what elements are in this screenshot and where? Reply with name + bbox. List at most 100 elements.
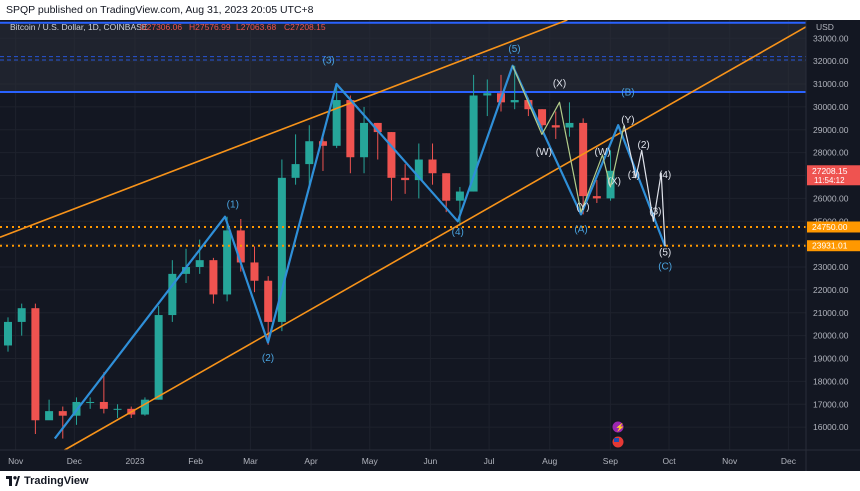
candle-body [140,399,149,415]
us-flag-canton [614,438,619,442]
price-tick-label: 28000.00 [813,148,849,158]
price-tick-label: 32000.00 [813,56,849,66]
candle-body [58,411,67,416]
wave-label: (W) [536,147,552,158]
candle-body [250,262,259,281]
price-tick-label: 23000.00 [813,262,849,272]
candle-body [86,401,95,403]
price-tick-label: 30000.00 [813,102,849,112]
time-tick-label: Dec [67,456,83,466]
ohlc-high: H27576.99 [189,22,231,32]
candle-body [414,159,423,181]
wave-label: (X) [608,177,621,188]
currency-label: USD [816,22,834,32]
candle-body [4,321,12,346]
candle-body [346,100,355,158]
candle-body [195,260,204,268]
time-tick-label: Dec [781,456,797,466]
candle-body [264,280,273,322]
drawings [0,19,807,451]
time-tick-label: Feb [188,456,203,466]
candle-body [332,100,341,146]
price-tag-label: 27208.15 [812,166,848,176]
flash-icon[interactable] [611,420,625,434]
candle-body [510,100,519,103]
time-tick-label: Mar [243,456,258,466]
price-tick-label: 25000.00 [813,216,849,226]
candle-body [182,267,191,274]
time-tick-label: Apr [304,456,317,466]
price-tick-label: 22000.00 [813,285,849,295]
ohlc-close: C27208.15 [284,22,326,32]
candle-body [360,122,369,158]
price-tick-label: 16000.00 [813,422,849,432]
wave-label: (1) [227,200,239,211]
wave-label: (2) [638,140,650,151]
candle-body [113,408,122,410]
chart-title: Bitcoin / U.S. Dollar, 1D, COINBASE [10,22,148,32]
ohlc-low: L27063.68 [236,22,276,32]
published-text: SPQP published on TradingView.com, Aug 3… [6,4,314,16]
price-tick-label: 17000.00 [813,399,849,409]
wave-label: (C) [658,261,672,272]
price-tag-bg [807,221,860,233]
projection-impulse-line [623,125,666,247]
price-tag-bg [807,240,860,252]
wave-label: (1) [628,170,640,181]
candle-body [209,260,218,295]
price-tick-label: 19000.00 [813,354,849,364]
wave-label: (A) [574,225,587,236]
candle-body [17,308,26,322]
candle-body [592,196,601,199]
wave-label: (X) [553,78,566,89]
wave-label: (W) [594,147,610,158]
wave-label: (B) [621,87,634,98]
legend: Bitcoin / U.S. Dollar, 1D, COINBASE O273… [10,22,326,32]
wave-label: (4) [452,227,464,238]
candle-body [291,164,300,178]
candle-body [469,95,478,192]
axes: 33000.00 32000.00 31000.00 30000.00 29000.00… [0,20,860,471]
price-tag-countdown: 11:54:12 [814,176,845,185]
wave-label: (5) [508,44,520,55]
wave-labels: (1) (2) (3) (4) (5) (B) (A) (C) (X) (W) (W) (Y) (Y) (… [227,44,672,364]
tradingview-logo-icon [6,476,20,486]
price-tag-label: 24750.00 [812,222,848,232]
impulse-wave-line [53,64,667,440]
time-tick-label: Oct [662,456,676,466]
ohlc-open: O27306.06 [140,22,182,32]
time-tick-label: Nov [722,456,738,466]
price-tick-label: 20000.00 [813,331,849,341]
candle-body [551,125,560,128]
chart-area[interactable]: (1) (2) (3) (4) (5) (B) (A) (C) (X) (W) (W) (Y) (Y) (… [0,19,860,471]
flash-icon-glyph: ⚡ [615,422,625,432]
price-chart[interactable]: (1) (2) (3) (4) (5) (B) (A) (C) (X) (W) (W) (Y) (Y) (… [0,19,860,471]
candle-body [305,141,314,165]
range-zone [0,21,806,94]
brand-name: TradingView [24,475,89,487]
wave-label: (3) [323,55,335,66]
candle-body [387,132,396,178]
price-tick-label: 26000.00 [813,193,849,203]
candle-body [168,273,177,316]
candle-body [579,122,588,197]
candle-body [565,122,574,128]
candle-body [483,93,492,96]
candle-body [538,109,547,126]
projection-wxy-line [512,65,625,213]
time-tick-label: Jun [424,456,438,466]
range-zone-fill [0,22,806,93]
candle-body [318,141,327,146]
candle-body [442,173,451,201]
wave-label: (Y) [621,115,634,126]
candle-body [223,230,232,295]
candle-body [455,191,464,201]
price-tag-label: 23931.01 [812,241,848,251]
price-tag-bg [807,165,860,186]
time-tick-label: Sep [603,456,618,466]
candle-body [45,411,54,421]
time-tick-label: Nov [8,456,24,466]
event-icons[interactable]: ⚡ [611,420,625,449]
price-tick-label: 33000.00 [813,33,849,43]
